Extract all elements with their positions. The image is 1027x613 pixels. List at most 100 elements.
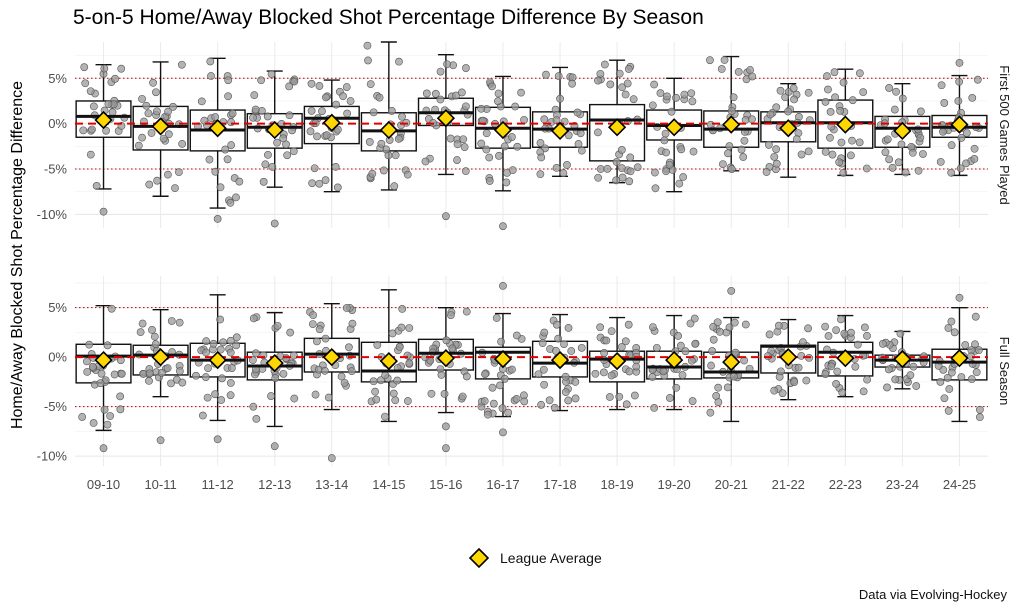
team-point (830, 68, 839, 77)
team-point (436, 95, 445, 104)
team-point (607, 327, 616, 336)
team-point (947, 141, 956, 150)
team-point (770, 386, 779, 395)
x-tick-label: 22-23 (829, 477, 862, 492)
team-point (765, 330, 774, 339)
team-point (962, 159, 970, 168)
team-point (563, 161, 571, 169)
league-average-diamond (607, 351, 627, 371)
team-point (916, 133, 925, 142)
team-point (717, 65, 726, 73)
team-point (600, 60, 609, 69)
team-point (651, 184, 660, 193)
team-point (947, 368, 956, 377)
team-point (828, 150, 837, 159)
team-point (290, 394, 299, 403)
team-point (142, 101, 151, 110)
team-point (145, 377, 153, 385)
team-point (226, 348, 235, 357)
team-point (111, 74, 120, 83)
team-point (784, 107, 792, 116)
team-point (313, 337, 321, 346)
team-point (972, 368, 981, 377)
outlier-point (99, 207, 108, 216)
team-point (153, 107, 161, 116)
team-point (221, 145, 230, 154)
team-point (498, 404, 507, 413)
team-point (117, 64, 126, 73)
team-point (624, 65, 633, 73)
team-point (884, 365, 893, 374)
y-tick-label: 0% (48, 116, 67, 131)
league-average-diamond (836, 115, 855, 134)
team-point (957, 373, 966, 381)
team-point (150, 332, 159, 341)
team-point (618, 83, 627, 92)
team-point (227, 364, 236, 372)
league-average-diamond (151, 117, 170, 136)
team-point (134, 141, 143, 150)
team-point (366, 80, 375, 89)
team-point (248, 356, 257, 364)
team-point (138, 319, 147, 328)
team-point (459, 135, 468, 144)
team-point (860, 323, 869, 332)
team-point (324, 393, 333, 402)
team-point (504, 408, 513, 417)
team-point (322, 93, 330, 102)
team-point (906, 371, 915, 380)
x-tick-label: 19-20 (658, 477, 691, 492)
league-average-diamond (722, 352, 741, 372)
team-point (824, 332, 833, 340)
x-tick-label: 13-14 (315, 477, 348, 492)
team-point (442, 336, 451, 345)
team-point (937, 81, 946, 90)
team-point (106, 412, 115, 420)
team-point (372, 395, 381, 404)
team-point (89, 102, 98, 111)
team-point (107, 304, 116, 313)
team-point (679, 173, 688, 181)
team-point (574, 140, 583, 148)
team-point (961, 341, 970, 349)
team-point (175, 168, 183, 177)
team-point (397, 323, 406, 332)
team-point (144, 109, 153, 118)
team-point (369, 377, 378, 386)
team-point (363, 41, 372, 50)
team-point (313, 132, 321, 141)
team-point (206, 57, 215, 66)
team-point (599, 368, 608, 377)
league-average-diamond (950, 349, 969, 368)
team-point (97, 369, 106, 378)
team-point (197, 97, 206, 106)
team-point (147, 129, 156, 137)
x-tick-label: 15-16 (429, 477, 462, 492)
team-point (734, 67, 743, 76)
team-point (538, 339, 547, 348)
team-point (334, 125, 342, 134)
team-point (832, 380, 841, 388)
team-point (892, 87, 900, 96)
team-point (748, 72, 757, 81)
team-point (552, 164, 561, 172)
team-point (347, 367, 356, 376)
team-point (826, 108, 835, 116)
team-point (462, 307, 471, 316)
team-point (968, 94, 977, 102)
team-point (612, 158, 621, 166)
legend: League Average (468, 547, 602, 569)
team-point (837, 315, 845, 324)
team-point (624, 320, 633, 329)
team-point (962, 129, 971, 137)
league-average-diamond (208, 119, 227, 138)
team-point (209, 339, 218, 348)
team-point (422, 89, 431, 98)
team-point (847, 328, 855, 337)
outlier-point (955, 293, 964, 302)
team-point (381, 371, 390, 380)
team-point (883, 135, 892, 144)
team-point (792, 135, 801, 144)
team-point (675, 179, 684, 188)
team-point (178, 139, 187, 148)
